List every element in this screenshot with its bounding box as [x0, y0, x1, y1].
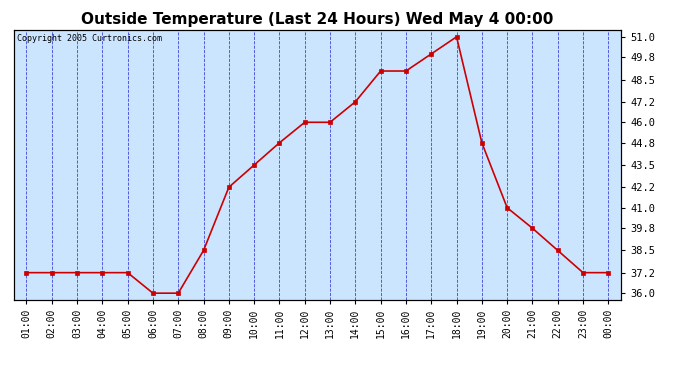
Title: Outside Temperature (Last 24 Hours) Wed May 4 00:00: Outside Temperature (Last 24 Hours) Wed …: [81, 12, 553, 27]
Text: Copyright 2005 Curtronics.com: Copyright 2005 Curtronics.com: [17, 34, 162, 43]
